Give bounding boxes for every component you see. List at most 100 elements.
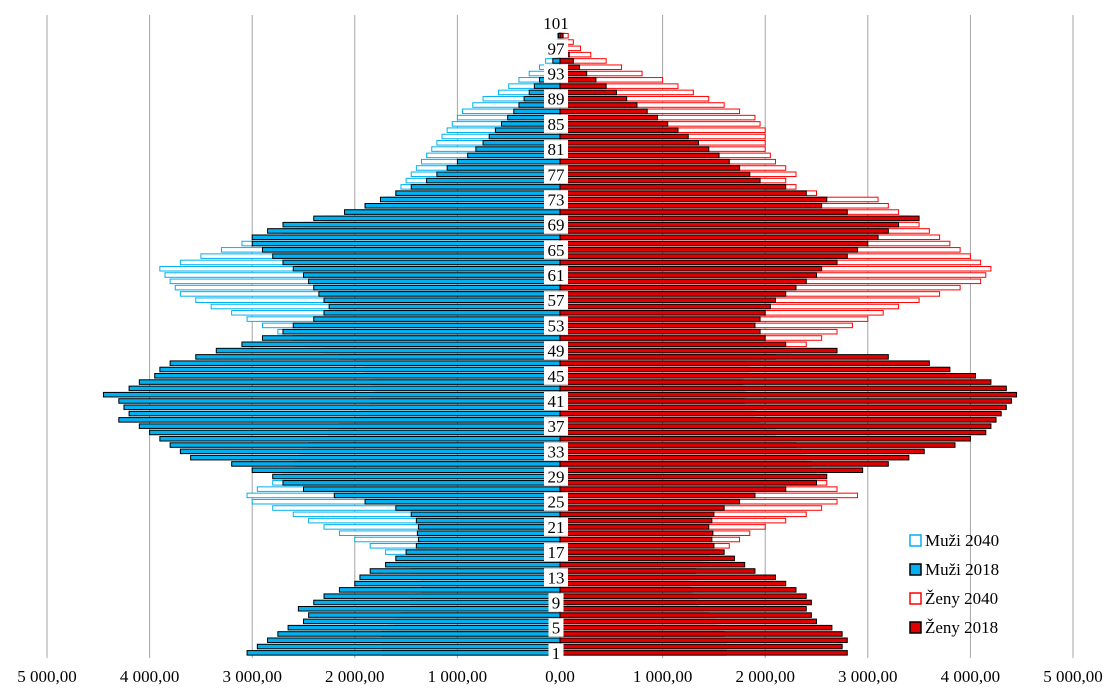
y-tick-label-bg bbox=[544, 190, 568, 209]
bar bbox=[256, 643, 561, 650]
bar bbox=[241, 341, 561, 348]
bar bbox=[559, 335, 766, 341]
bar bbox=[559, 417, 997, 423]
bar bbox=[559, 234, 879, 241]
bar bbox=[559, 379, 992, 385]
x-tick-label: 4 000,00 bbox=[941, 667, 1001, 686]
bar bbox=[559, 196, 828, 203]
x-tick-label: 4 000,00 bbox=[120, 667, 180, 686]
bar bbox=[559, 158, 730, 165]
y-tick-label-bg bbox=[544, 517, 568, 536]
bar bbox=[559, 95, 628, 102]
y-tick-label-bg bbox=[544, 89, 568, 108]
y-tick-label: 61 bbox=[548, 266, 565, 285]
bar bbox=[344, 209, 561, 215]
bar bbox=[559, 555, 735, 562]
bar bbox=[559, 121, 669, 127]
y-tick-label: 65 bbox=[548, 241, 565, 260]
bar bbox=[559, 391, 1018, 398]
bar bbox=[559, 473, 828, 480]
bar bbox=[417, 524, 561, 530]
bar bbox=[559, 272, 817, 278]
legend-label: Muži 2040 bbox=[925, 531, 999, 550]
x-tick-label: 5 000,00 bbox=[17, 667, 77, 686]
y-tick-label: 13 bbox=[548, 568, 565, 587]
bar bbox=[559, 480, 817, 486]
bar bbox=[559, 190, 807, 196]
bar bbox=[559, 259, 838, 266]
bar bbox=[559, 442, 956, 448]
bar bbox=[410, 511, 561, 518]
bar bbox=[379, 196, 561, 203]
bar bbox=[282, 480, 561, 486]
y-axis-tick-labels: 1 5 9 13 17 21 25 29 33 37 41 45 49 53 57 61 65 69 73 77 81 8… bbox=[539, 14, 573, 663]
y-tick-label: 49 bbox=[548, 342, 565, 361]
bar bbox=[405, 549, 561, 555]
y-tick-label: 21 bbox=[548, 518, 565, 537]
bar bbox=[292, 265, 561, 272]
y-tick-label-bg bbox=[544, 543, 568, 562]
y-tick-label-bg bbox=[544, 492, 568, 511]
y-tick-label: 41 bbox=[548, 392, 565, 411]
bar bbox=[559, 152, 720, 159]
bar bbox=[277, 631, 561, 637]
y-tick-label: 45 bbox=[548, 367, 565, 386]
bar bbox=[426, 177, 561, 184]
bar bbox=[123, 404, 561, 411]
bar bbox=[195, 354, 561, 360]
y-tick-label: 77 bbox=[548, 165, 566, 184]
legend-label: Muži 2018 bbox=[925, 560, 999, 579]
bar bbox=[359, 574, 561, 581]
x-tick-label: 1 000,00 bbox=[633, 667, 693, 686]
bar bbox=[559, 650, 848, 656]
bar bbox=[559, 429, 987, 436]
bar bbox=[179, 448, 561, 455]
series-zeny-2018 bbox=[559, 20, 1018, 656]
bar bbox=[267, 228, 561, 234]
y-tick-label: 97 bbox=[548, 39, 566, 58]
bar bbox=[559, 606, 807, 612]
y-tick-label-bg bbox=[548, 593, 564, 612]
bar bbox=[323, 297, 561, 303]
bar bbox=[364, 202, 561, 209]
bar bbox=[559, 184, 787, 190]
bar bbox=[159, 366, 561, 373]
bar bbox=[138, 423, 561, 429]
bar bbox=[251, 234, 561, 241]
bar bbox=[559, 385, 1007, 392]
bar bbox=[559, 253, 848, 259]
y-tick-label: 29 bbox=[548, 468, 565, 487]
bar bbox=[246, 650, 561, 656]
y-tick-label-bg bbox=[544, 114, 568, 133]
y-tick-label: 101 bbox=[543, 14, 569, 33]
bar bbox=[138, 379, 561, 385]
bar bbox=[417, 536, 561, 543]
bar bbox=[169, 442, 561, 448]
y-tick-label: 5 bbox=[552, 619, 561, 638]
bar bbox=[559, 177, 761, 184]
x-tick-label: 2 000,00 bbox=[735, 667, 795, 686]
legend-swatch bbox=[909, 621, 922, 634]
bar bbox=[559, 593, 807, 599]
y-tick-label: 89 bbox=[548, 90, 565, 109]
bar bbox=[559, 505, 725, 511]
bar bbox=[297, 606, 561, 612]
bar bbox=[559, 631, 843, 637]
y-tick-label: 57 bbox=[548, 291, 566, 310]
bar bbox=[559, 32, 564, 39]
bar bbox=[559, 215, 920, 222]
bar bbox=[559, 561, 746, 568]
bar bbox=[559, 341, 787, 348]
bar bbox=[154, 373, 561, 379]
bar bbox=[559, 568, 756, 574]
bar bbox=[559, 398, 1012, 404]
bar bbox=[261, 247, 561, 253]
bar bbox=[149, 429, 561, 436]
bar bbox=[559, 127, 679, 133]
y-tick-label-bg bbox=[544, 140, 568, 159]
bar bbox=[416, 530, 561, 536]
y-tick-label: 73 bbox=[548, 190, 565, 209]
bar bbox=[559, 265, 823, 272]
y-tick-label-bg bbox=[544, 442, 568, 461]
